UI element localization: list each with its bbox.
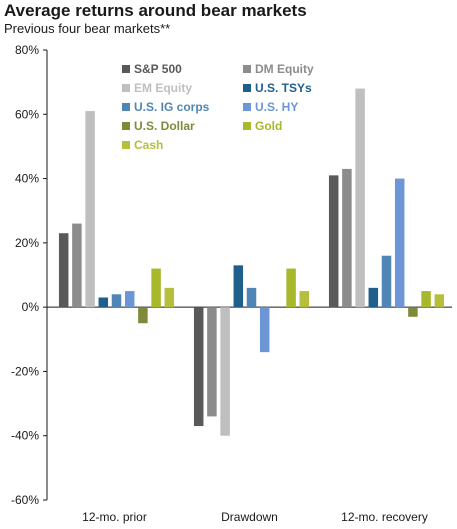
y-tick-label: -20% <box>11 364 39 378</box>
legend-swatch <box>243 103 251 111</box>
legend-swatch <box>243 65 251 73</box>
bar <box>421 291 431 308</box>
y-tick-label: -60% <box>11 493 39 507</box>
bar <box>368 287 379 308</box>
bar <box>408 307 418 317</box>
bar <box>151 268 161 308</box>
chart-legend: S&P 500 DM Equity EM Equity U.S. TSYs U.S. I… <box>122 62 314 152</box>
y-tick-label: 60% <box>15 107 39 121</box>
bar <box>58 233 69 308</box>
bar <box>328 175 339 308</box>
legend-label: DM Equity <box>255 62 314 76</box>
bar <box>355 88 365 308</box>
legend-swatch <box>122 84 130 92</box>
x-tick-label: Drawdown <box>221 510 278 524</box>
chart-subtitle: Previous four bear markets** <box>4 21 171 36</box>
y-tick-label: 0% <box>22 300 40 314</box>
bar <box>233 265 244 308</box>
bar <box>72 223 82 308</box>
legend-label: U.S. Dollar <box>134 119 195 133</box>
bar <box>193 307 204 427</box>
y-tick-label: 80% <box>15 43 39 57</box>
x-tick-label: 12-mo. prior <box>82 510 147 524</box>
x-tick-label: 12-mo. recovery <box>341 510 428 524</box>
bar <box>394 178 405 308</box>
bar <box>286 268 296 308</box>
chart-bars <box>58 88 445 436</box>
bar <box>246 287 257 308</box>
bar <box>342 168 352 308</box>
legend-label: Gold <box>255 119 282 133</box>
bar <box>207 307 217 417</box>
legend-label: EM Equity <box>134 81 192 95</box>
bar <box>164 287 175 308</box>
legend-label: U.S. HY <box>255 100 298 114</box>
bar <box>381 255 392 308</box>
bar <box>220 307 230 436</box>
bar <box>434 294 445 308</box>
legend-swatch <box>122 141 130 149</box>
y-tick-label: -40% <box>11 429 39 443</box>
legend-swatch <box>122 122 130 130</box>
bar <box>98 297 109 308</box>
bar <box>85 111 95 308</box>
bar <box>124 291 135 308</box>
legend-label: U.S. TSYs <box>255 81 312 95</box>
y-tick-label: 40% <box>15 172 39 186</box>
legend-swatch <box>243 122 251 130</box>
bar <box>259 307 270 353</box>
chart-title: Average returns around bear markets <box>4 1 307 20</box>
bar <box>299 291 310 308</box>
legend-label: U.S. IG corps <box>134 100 210 114</box>
bar <box>138 307 148 324</box>
legend-swatch <box>122 103 130 111</box>
legend-swatch <box>243 84 251 92</box>
y-tick-label: 20% <box>15 236 39 250</box>
bar <box>111 294 122 308</box>
legend-label: Cash <box>134 138 163 152</box>
legend-label: S&P 500 <box>134 62 182 76</box>
legend-swatch <box>122 65 130 73</box>
